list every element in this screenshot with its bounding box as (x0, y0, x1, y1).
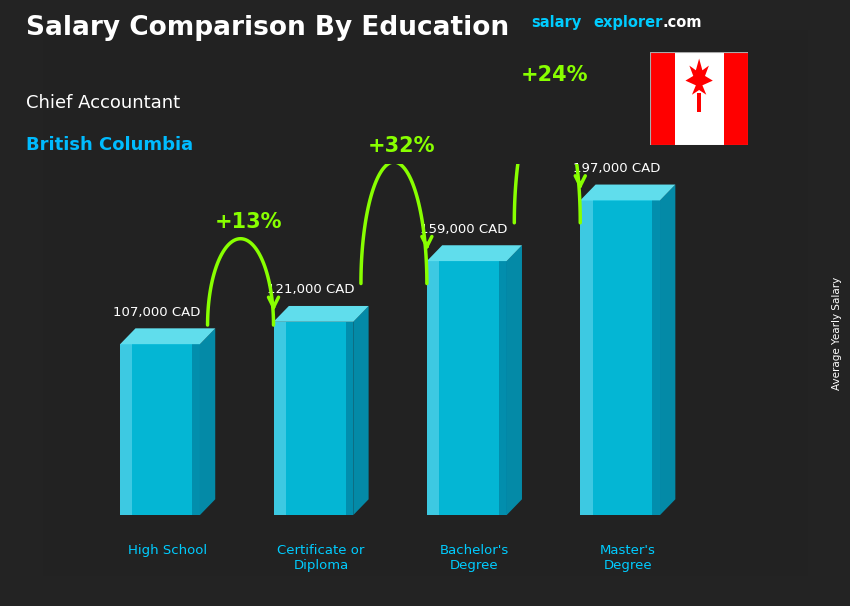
Text: Salary Comparison By Education: Salary Comparison By Education (26, 15, 508, 41)
Text: British Columbia: British Columbia (26, 136, 193, 155)
Bar (723, 52, 748, 145)
Polygon shape (581, 201, 660, 515)
Polygon shape (120, 344, 133, 515)
Text: Bachelor's
Degree: Bachelor's Degree (439, 544, 509, 572)
Polygon shape (499, 261, 507, 515)
Bar (697, 93, 701, 112)
Text: 107,000 CAD: 107,000 CAD (113, 306, 201, 319)
Polygon shape (652, 201, 660, 515)
Text: +32%: +32% (368, 136, 435, 156)
Text: Chief Accountant: Chief Accountant (26, 94, 179, 112)
Polygon shape (354, 306, 369, 515)
Polygon shape (685, 59, 713, 95)
Polygon shape (120, 328, 215, 344)
Polygon shape (120, 344, 200, 515)
Polygon shape (660, 185, 676, 515)
Bar (85, 61, 765, 545)
Polygon shape (274, 322, 354, 515)
Text: Master's
Degree: Master's Degree (600, 544, 655, 572)
Text: 159,000 CAD: 159,000 CAD (420, 222, 507, 236)
Polygon shape (346, 322, 354, 515)
Text: .com: .com (663, 15, 702, 30)
Text: Certificate or
Diploma: Certificate or Diploma (277, 544, 365, 572)
Text: explorer: explorer (593, 15, 663, 30)
Polygon shape (274, 322, 286, 515)
Text: +24%: +24% (521, 65, 589, 85)
Bar (675, 52, 723, 145)
Polygon shape (581, 201, 592, 515)
Text: 197,000 CAD: 197,000 CAD (574, 162, 660, 175)
Polygon shape (274, 306, 369, 322)
Text: Average Yearly Salary: Average Yearly Salary (832, 277, 842, 390)
Polygon shape (507, 245, 522, 515)
Polygon shape (192, 344, 200, 515)
Text: +13%: +13% (214, 212, 282, 232)
Text: High School: High School (128, 544, 207, 557)
Text: salary: salary (531, 15, 581, 30)
Polygon shape (427, 261, 507, 515)
Polygon shape (427, 245, 522, 261)
Bar (650, 52, 675, 145)
Polygon shape (200, 328, 215, 515)
Text: 121,000 CAD: 121,000 CAD (267, 284, 354, 296)
Polygon shape (427, 261, 439, 515)
Polygon shape (581, 185, 676, 201)
